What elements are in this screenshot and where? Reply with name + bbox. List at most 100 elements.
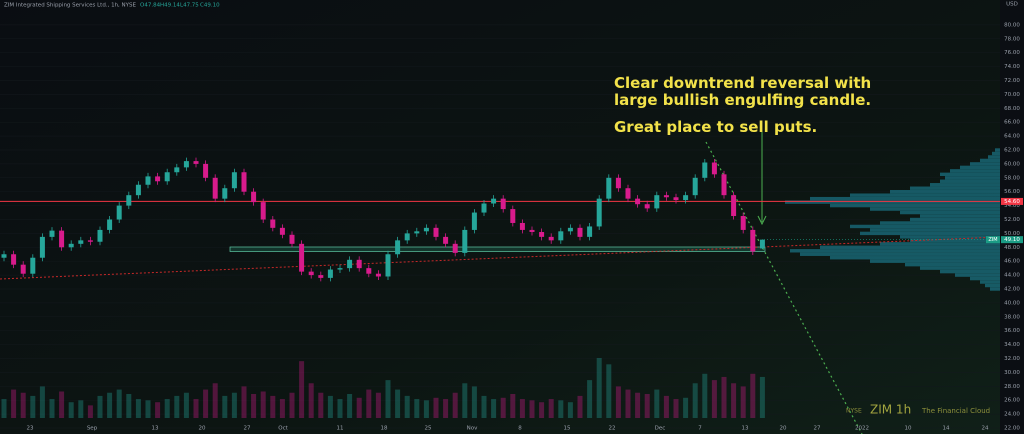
volume-bar xyxy=(635,392,641,418)
profile-bar xyxy=(920,266,1000,270)
volume-bar xyxy=(452,392,458,418)
volume-bar xyxy=(587,380,593,418)
volume-bar xyxy=(433,397,439,418)
profile-bar xyxy=(860,231,1000,236)
volume-bar xyxy=(59,391,65,418)
volume-bar xyxy=(443,399,449,418)
candle-body xyxy=(347,259,353,269)
candle-body xyxy=(740,216,746,230)
candle-body xyxy=(587,226,593,237)
candle-body xyxy=(78,240,84,244)
y-tick-label: 80.00 xyxy=(1004,22,1020,28)
symbol-title: ZIM Integrated Shipping Services Ltd., 1… xyxy=(4,3,137,9)
x-tick-label: 20 xyxy=(780,426,787,432)
volume-bar xyxy=(116,389,122,418)
profile-bar xyxy=(800,252,1000,256)
profile-bar xyxy=(995,148,1000,152)
y-tick-label: 40.00 xyxy=(1004,300,1020,306)
y-tick-label: 42.00 xyxy=(1004,287,1020,293)
volume-bar xyxy=(183,392,189,418)
y-tick-label: 58.00 xyxy=(1004,175,1020,181)
y-tick-label: 22.00 xyxy=(1004,426,1020,432)
ohlc-value: L47.75 xyxy=(180,3,199,9)
candle-body xyxy=(356,259,362,269)
candle-body xyxy=(385,254,391,277)
candle-body xyxy=(711,162,717,175)
candle-body xyxy=(539,232,545,237)
currency: USD xyxy=(1006,2,1018,8)
volume-bar xyxy=(366,389,372,418)
profile-bar xyxy=(830,203,1000,208)
volume-bar xyxy=(11,389,17,418)
candle-body xyxy=(193,161,199,164)
volume-bar xyxy=(1,399,7,418)
y-tick-label: 28.00 xyxy=(1004,384,1020,390)
profile-bar xyxy=(850,224,1000,229)
profile-bar xyxy=(870,228,1000,232)
candle-body xyxy=(270,219,276,228)
y-tick-label: 68.00 xyxy=(1004,106,1020,112)
volume-bar xyxy=(299,361,305,418)
volume-bar xyxy=(203,389,209,418)
candle-body xyxy=(59,230,65,248)
arrow-head xyxy=(757,215,767,226)
x-tick-label: Dec xyxy=(655,426,666,432)
x-tick-label: Sep xyxy=(87,426,98,432)
profile-bar xyxy=(980,280,1000,284)
candle-body xyxy=(375,273,381,277)
x-tick-label: Oct xyxy=(278,426,288,432)
candle-body xyxy=(203,163,209,178)
x-tick-label: 25 xyxy=(425,426,432,432)
candle-body xyxy=(1,254,7,258)
candle-body xyxy=(68,243,74,248)
candle-body xyxy=(231,172,237,189)
candle-body xyxy=(299,243,305,272)
y-tick-label: 64.00 xyxy=(1004,134,1020,140)
volume-bar xyxy=(327,395,333,418)
candle-body xyxy=(452,243,458,253)
ohlc-value: O47.84 xyxy=(140,3,161,9)
volume-bar xyxy=(548,399,554,418)
volume-bar xyxy=(308,383,314,418)
candle-body xyxy=(145,176,151,185)
volume-bar xyxy=(471,386,477,418)
volume-bar xyxy=(155,402,161,418)
candle-body xyxy=(135,184,141,196)
volume-bar xyxy=(711,380,717,418)
profile-bar xyxy=(900,210,1000,215)
watermark-author: The Financial Cloud xyxy=(921,407,990,415)
trendline xyxy=(0,236,1001,280)
candle-body xyxy=(721,174,727,196)
profile-bar xyxy=(810,196,1000,201)
volume-bar xyxy=(126,394,132,418)
candle-body xyxy=(529,229,535,233)
x-tick-label: 20 xyxy=(199,426,206,432)
volume-bar xyxy=(519,399,525,418)
volume-bar xyxy=(663,395,669,418)
candle-body xyxy=(423,227,429,232)
volume-bar xyxy=(625,389,631,418)
candle-body xyxy=(471,212,477,230)
y-tick-label: 44.00 xyxy=(1004,273,1020,279)
profile-bar xyxy=(970,162,1000,166)
volume-bar xyxy=(78,400,84,418)
y-tick-label: 72.00 xyxy=(1004,78,1020,84)
y-tick-label: 78.00 xyxy=(1004,36,1020,42)
y-tick-label: 52.00 xyxy=(1004,217,1020,223)
volume-bar xyxy=(385,380,391,418)
candle-body xyxy=(174,167,180,173)
volume-bar xyxy=(241,386,247,418)
candle-body xyxy=(279,227,285,235)
volume-bar xyxy=(289,392,295,418)
profile-bar xyxy=(985,283,1000,288)
candle-body xyxy=(327,269,333,278)
x-tick-label: 11 xyxy=(337,426,344,432)
volume-bar xyxy=(558,400,564,418)
candle-body xyxy=(759,239,765,249)
volume-bar xyxy=(481,395,487,418)
support-zone xyxy=(229,246,766,252)
x-tick-label: 18 xyxy=(381,426,388,432)
x-tick-label: 22 xyxy=(609,426,616,432)
candle-body xyxy=(20,264,26,274)
candle-body xyxy=(558,231,564,241)
